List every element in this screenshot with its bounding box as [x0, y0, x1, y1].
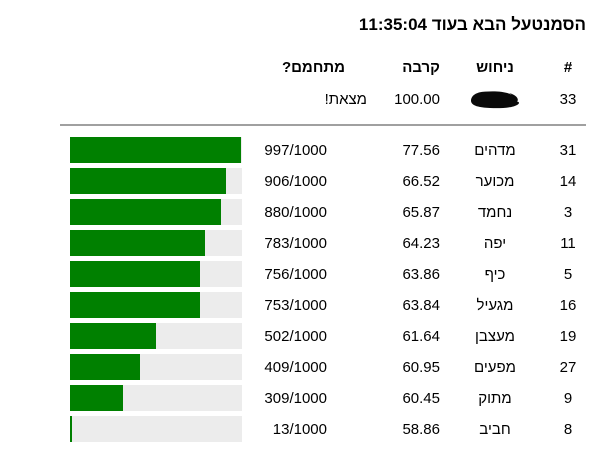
heat-bar-fill [70, 261, 201, 287]
guess-row: 19 מעצבן 61.64 502/1000 [60, 323, 586, 349]
similarity-score: 63.86 [402, 265, 440, 283]
heat-bar-fill [70, 416, 73, 442]
heat-bar-track [70, 230, 242, 256]
similarity-score: 60.95 [402, 358, 440, 376]
guess-row: 27 מפעים 60.95 409/1000 [60, 354, 586, 380]
similarity-score: 63.84 [402, 296, 440, 314]
guess-word: מכוער [475, 172, 515, 190]
guess-word: מגעיל [476, 296, 514, 314]
guesses-table-header: # ניחוש קרבה מתחמם? [60, 58, 586, 76]
guess-word: נחמד [477, 203, 513, 221]
found-guess-redacted [440, 88, 550, 110]
guess-word: כיף [484, 265, 506, 283]
guess-row: 14 מכוער 66.52 906/1000 [60, 168, 586, 194]
guess-word: מפעים [474, 358, 516, 376]
heat-bar-fill [70, 292, 200, 318]
similarity-score: 65.87 [402, 203, 440, 221]
heat-label: 13/1000 [272, 420, 327, 438]
guess-row: 8 חביב 58.86 13/1000 [60, 416, 586, 442]
guess-rank: 11 [560, 234, 576, 252]
header-guess: ניחוש [476, 58, 514, 76]
heat-bar-fill [70, 199, 222, 225]
header-rank: # [563, 58, 573, 76]
heat-bar-track [70, 168, 242, 194]
similarity-score: 60.45 [402, 389, 440, 407]
guess-rank: 8 [563, 420, 573, 438]
found-warming-label: מצאת! [324, 90, 367, 108]
heat-bar-track [70, 323, 242, 349]
next-game-countdown: הסמנטעל הבא בעוד 11:35:04 [358, 15, 586, 34]
guess-row: 11 יפה 64.23 783/1000 [60, 230, 586, 256]
header-warming: מתחמם? [281, 58, 345, 76]
heat-bar-fill [70, 354, 141, 380]
guess-row: 31 מדהים 77.56 997/1000 [60, 137, 586, 163]
guess-word: חביב [479, 420, 511, 438]
guess-rank: 9 [563, 389, 573, 407]
heat-bar-track [70, 199, 242, 225]
guess-row: 5 כיף 63.86 756/1000 [60, 261, 586, 287]
heat-bar-track [70, 385, 242, 411]
heat-label: 309/1000 [264, 389, 327, 407]
warming-cell: 13/1000 [60, 416, 380, 442]
guess-row: 9 מתוק 60.45 309/1000 [60, 385, 586, 411]
guess-rank: 5 [563, 265, 573, 283]
warming-cell: 906/1000 [60, 168, 380, 194]
similarity-score: 66.52 [402, 172, 440, 190]
found-rank: 33 [559, 90, 577, 108]
guess-rank: 19 [559, 327, 577, 345]
heat-label: 753/1000 [264, 296, 327, 314]
warming-cell: 880/1000 [60, 199, 380, 225]
guess-list: 31 מדהים 77.56 997/1000 14 מכוער 66.52 9… [60, 137, 586, 442]
guess-rank: 3 [563, 203, 573, 221]
guess-word: מדהים [474, 141, 516, 159]
guess-rank: 16 [559, 296, 577, 314]
found-similarity: 100.00 [394, 90, 440, 108]
similarity-score: 61.64 [402, 327, 440, 345]
guess-rank: 14 [559, 172, 577, 190]
heat-bar-fill [70, 137, 242, 163]
similarity-score: 64.23 [402, 234, 440, 252]
found-word-row: 33 100.00 מצאת! [60, 88, 586, 110]
heat-bar-track [70, 416, 242, 442]
heat-bar-track [70, 261, 242, 287]
heat-label: 783/1000 [264, 234, 327, 252]
warming-cell: 753/1000 [60, 292, 380, 318]
heat-bar-fill [70, 385, 124, 411]
heat-label: 756/1000 [264, 265, 327, 283]
heat-bar-track [70, 292, 242, 318]
heat-bar-fill [70, 230, 205, 256]
warming-cell: 997/1000 [60, 137, 380, 163]
guess-word: יפה [483, 234, 507, 252]
similarity-score: 77.56 [402, 141, 440, 159]
heat-label: 409/1000 [264, 358, 327, 376]
redaction-scribble-icon [471, 90, 519, 108]
heat-bar-track [70, 354, 242, 380]
warming-cell: 756/1000 [60, 261, 380, 287]
guess-word: מתוק [478, 389, 512, 407]
section-divider [60, 124, 586, 126]
guess-rank: 31 [559, 141, 577, 159]
header-similarity: קרבה [402, 58, 440, 76]
warming-cell: 502/1000 [60, 323, 380, 349]
warming-cell: 783/1000 [60, 230, 380, 256]
heat-label: 502/1000 [264, 327, 327, 345]
warming-cell: 409/1000 [60, 354, 380, 380]
heat-bar-fill [70, 323, 157, 349]
heat-label: 997/1000 [264, 141, 327, 159]
heat-bar-fill [70, 168, 226, 194]
guess-word: מעצבן [475, 327, 515, 345]
warming-cell: 309/1000 [60, 385, 380, 411]
guess-row: 16 מגעיל 63.84 753/1000 [60, 292, 586, 318]
guess-rank: 27 [559, 358, 577, 376]
heat-bar-track [70, 137, 242, 163]
semantle-page: הסמנטעל הבא בעוד 11:35:04 # ניחוש קרבה מ… [60, 0, 586, 442]
heat-label: 906/1000 [264, 172, 327, 190]
heat-label: 880/1000 [264, 203, 327, 221]
guess-row: 3 נחמד 65.87 880/1000 [60, 199, 586, 225]
similarity-score: 58.86 [402, 420, 440, 438]
